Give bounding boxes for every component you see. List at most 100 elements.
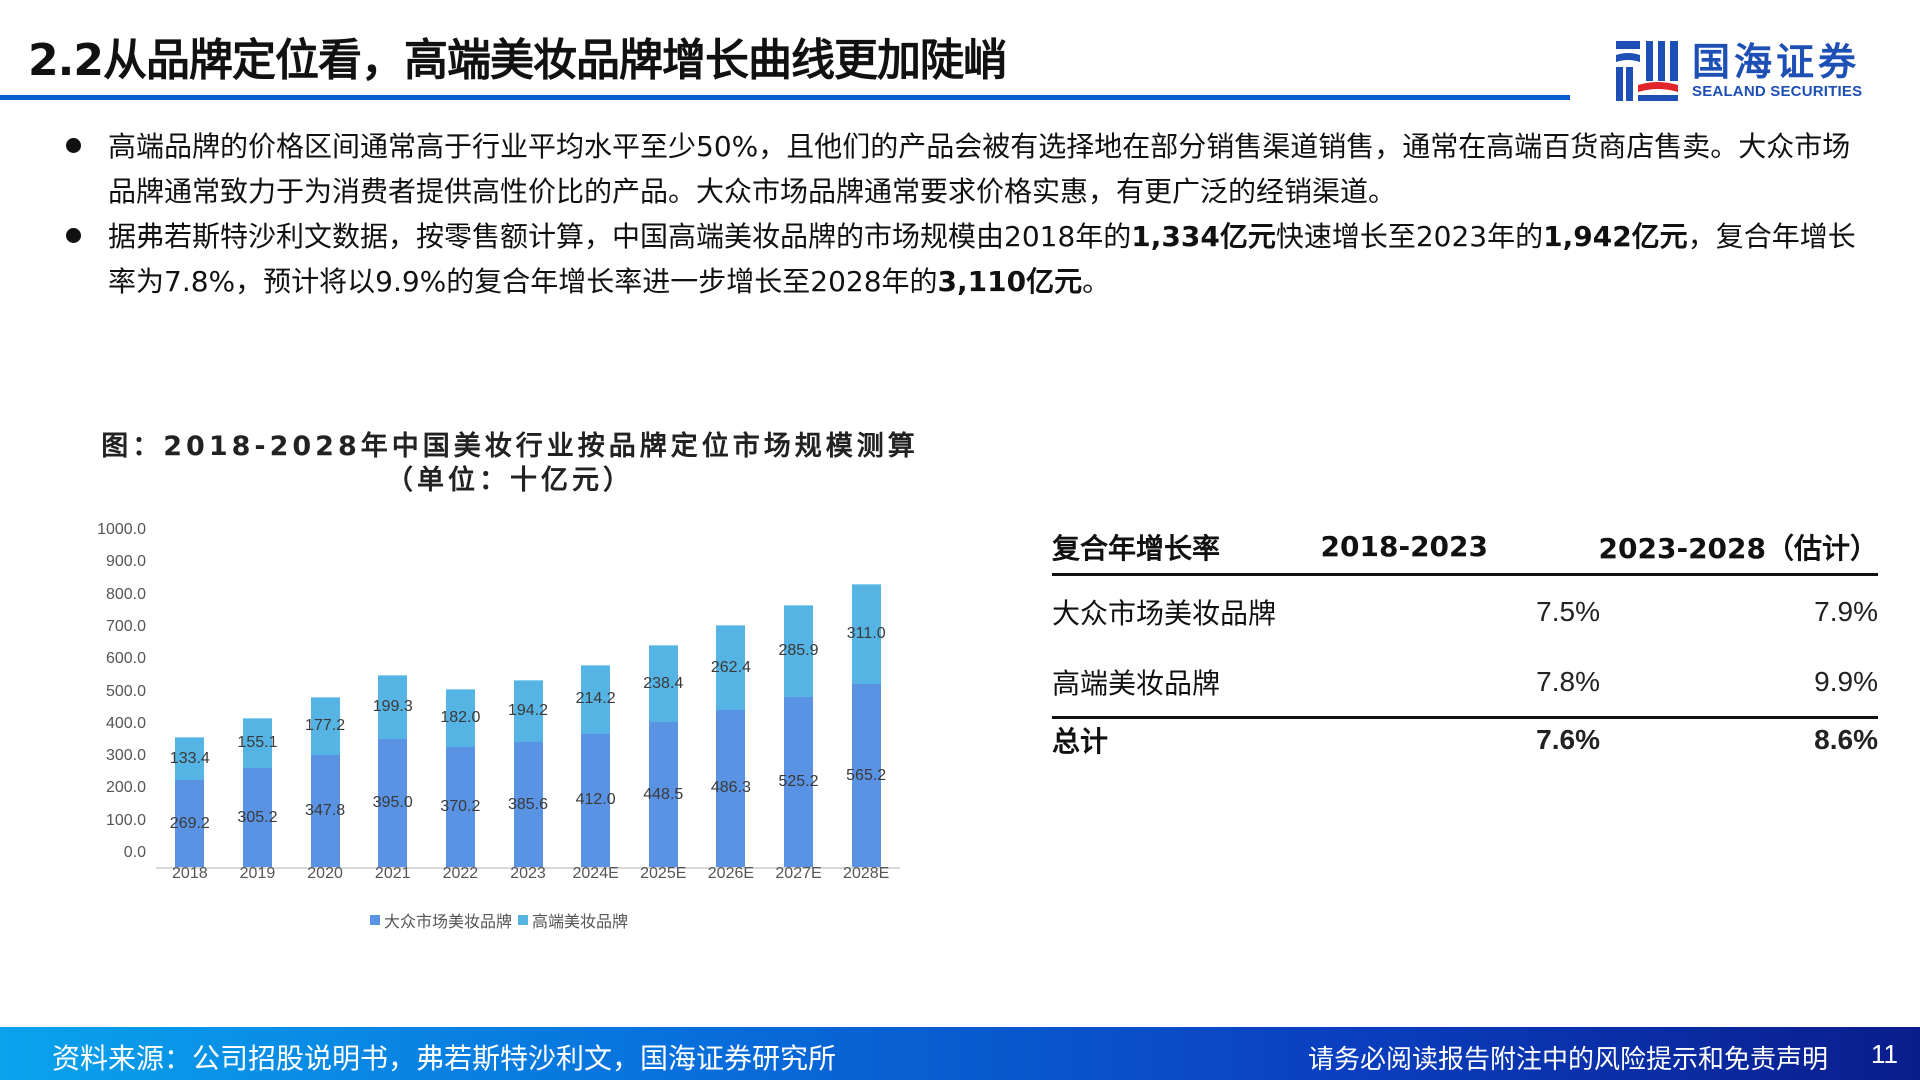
x-tick-label: 2025E (640, 865, 687, 882)
bar-segment-premium (648, 645, 678, 723)
bullet-dot-icon (66, 138, 81, 153)
bar-segment-mass (378, 739, 408, 867)
data-label: 395.0 (372, 794, 413, 812)
bar-segment-mass (648, 722, 678, 867)
y-tick-label: 400.0 (105, 714, 146, 732)
x-tick-label: 2018 (172, 865, 208, 882)
bar-segment-premium (784, 605, 814, 698)
chart-title-line1: 图：2018-2028年中国美妆行业按品牌定位市场规模测算 (101, 431, 919, 462)
bar-segment-mass (851, 684, 881, 867)
bar-group: 486.3 262.4 (711, 544, 751, 867)
bar-segment-mass (242, 768, 272, 867)
bar-segment-mass (175, 780, 205, 867)
data-label: 238.4 (643, 674, 684, 692)
logo-name-en: SEALAND SECURITIES (1692, 82, 1863, 100)
source-note: 资料来源：公司招股说明书，弗若斯特沙利文，国海证券研究所 (52, 1042, 837, 1075)
data-label: 412.0 (575, 791, 616, 809)
y-tick-label: 1000.0 (97, 521, 146, 538)
bullet-item: 据弗若斯特沙利文数据，按零售额计算，中国高端美妆品牌的市场规模由2018年的1,… (62, 214, 1862, 304)
bar-group: 395.0 199.3 (373, 544, 413, 867)
data-label: 155.1 (237, 734, 278, 752)
table-cell: 7.9% (1814, 596, 1878, 627)
data-label: 311.0 (846, 625, 886, 643)
y-axis: 0.0 100.0 200.0 300.0 400.0 500.0 600.0 700.0 80… (70, 515, 146, 861)
bar-segment-mass (310, 754, 340, 867)
data-label: 194.2 (507, 702, 549, 720)
y-tick-label: 600.0 (105, 650, 146, 668)
bullet-text: 。 (1082, 265, 1111, 298)
bullet-text: 据弗若斯特沙利文数据，按零售额计算，中国高端美妆品牌的市场规模由2018年的 (108, 220, 1132, 253)
table-cell: 9.9% (1814, 666, 1878, 697)
data-label: 285.9 (778, 642, 819, 660)
legend-swatch-icon (518, 915, 529, 925)
bar-segment-premium (581, 664, 611, 734)
table-row: 大众市场美妆品牌 7.5% 7.9% (1052, 576, 1878, 648)
y-tick-label: 500.0 (105, 682, 146, 700)
bar-group: 448.5 238.4 (643, 544, 683, 867)
x-tick-label: 2026E (707, 865, 755, 882)
table-cell: 7.5% (1536, 596, 1600, 627)
data-label: 448.5 (643, 785, 684, 803)
y-tick-label: 200.0 (105, 779, 146, 797)
y-tick-label: 0.0 (123, 844, 146, 861)
data-label: 305.2 (237, 808, 278, 826)
table-row: 高端美妆品牌 7.8% 9.9% (1052, 648, 1878, 716)
data-label: 385.6 (507, 795, 549, 813)
table-header-row: 复合年增长率 2018-2023 2023-2028（估计） (1052, 520, 1878, 576)
sealand-logo-icon (1616, 41, 1678, 101)
table-total-row: 总计 7.6% 8.6% (1052, 716, 1878, 760)
row-label: 高端美妆品牌 (1052, 667, 1221, 700)
x-tick-label: 2021 (374, 865, 411, 882)
bar-group: 370.2 182.0 (440, 544, 480, 867)
bar-group: 269.2 133.4 (170, 544, 210, 867)
bar-segment-mass (716, 709, 746, 867)
bar-group: 347.8 177.2 (305, 544, 345, 867)
stacked-bar-chart: 0.0 100.0 200.0 300.0 400.0 500.0 600.0 700.0 80… (70, 515, 970, 935)
bullet-item: 高端品牌的价格区间通常高于行业平均水平至少50%，且他们的产品会被有选择地在部分… (62, 124, 1862, 214)
y-tick-label: 100.0 (105, 811, 146, 829)
x-tick-label: 2020 (307, 865, 343, 882)
bullet-highlight: 1,334亿元 (1131, 220, 1276, 253)
y-tick-label: 800.0 (105, 585, 146, 603)
x-tick-label: 2022 (442, 865, 479, 882)
bar-segment-mass (513, 742, 543, 867)
bar-segment-premium (175, 736, 205, 781)
plot-area: 269.2 133.4 305.2 155.1 347.8 177.2 395.0 199.3… (156, 530, 900, 869)
header-cell: 复合年增长率 (1052, 531, 1221, 565)
data-label: 262.4 (710, 658, 751, 676)
table-cell: 7.8% (1536, 666, 1600, 697)
bullet-highlight: 1,942亿元 (1543, 220, 1688, 253)
cagr-table: 复合年增长率 2018-2023 2023-2028（估计） 大众市场美妆品牌 … (1052, 520, 1878, 760)
data-label: 214.2 (575, 690, 616, 708)
bullet-highlight: 3,110亿元 (937, 265, 1083, 298)
data-label: 486.3 (710, 779, 751, 797)
bullet-dot-icon (66, 228, 81, 243)
bar-group: 385.6 194.2 (508, 544, 548, 867)
footer-bar: 资料来源：公司招股说明书，弗若斯特沙利文，国海证券研究所 请务必阅读报告附注中的… (0, 1027, 1920, 1080)
logo-name-cn: 国海证券 (1692, 39, 1861, 84)
y-tick-label: 300.0 (105, 747, 146, 765)
data-label: 269.2 (169, 814, 210, 832)
y-tick-label: 900.0 (105, 553, 146, 571)
legend-item-mass: 大众市场美妆品牌 (370, 908, 512, 932)
chart-title: 图：2018-2028年中国美妆行业按品牌定位市场规模测算 （单位：十亿元） (60, 430, 960, 498)
bar-group: 412.0 214.2 (576, 544, 616, 867)
legend-label: 大众市场美妆品牌 (384, 912, 513, 931)
header-cell: 2023-2028（估计） (1598, 531, 1878, 565)
bar-group: 305.2 155.1 (237, 544, 277, 867)
sealand-logo: 国海证券 SEALAND SECURITIES (1612, 30, 1882, 110)
legend-item-premium: 高端美妆品牌 (518, 908, 628, 932)
bar-segment-premium (310, 697, 340, 755)
data-label: 347.8 (305, 801, 346, 819)
bar-segment-premium (445, 688, 475, 748)
table-cell: 8.6% (1814, 723, 1878, 755)
x-tick-label: 2024E (572, 865, 619, 882)
disclaimer-text: 请务必阅读报告附注中的风险提示和免责声明 (1307, 1045, 1828, 1075)
bar-segment-premium (242, 718, 272, 769)
x-tick-label: 2023 (510, 865, 546, 882)
data-label: 525.2 (778, 773, 819, 791)
row-label: 大众市场美妆品牌 (1052, 597, 1277, 630)
data-label: 370.2 (440, 798, 481, 816)
x-tick-label: 2028E (843, 865, 890, 882)
bar-segment-premium (513, 679, 543, 743)
